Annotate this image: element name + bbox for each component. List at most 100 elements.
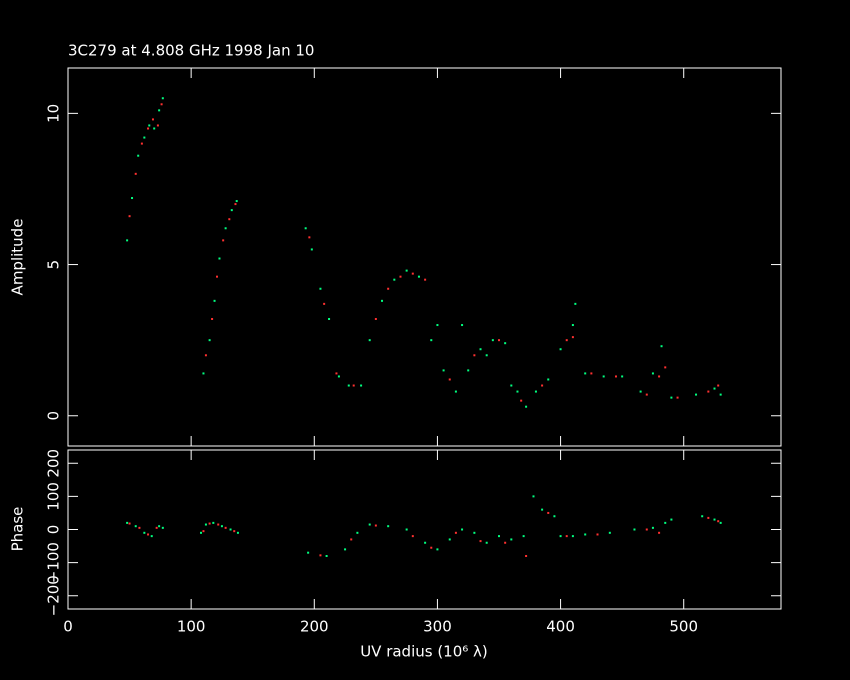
data-point (584, 533, 587, 536)
data-point (485, 354, 488, 357)
data-point (660, 345, 663, 348)
data-point (236, 531, 239, 534)
data-point (430, 546, 433, 549)
x-axis-label: UV radius (10⁶ λ) (360, 643, 488, 661)
data-point (158, 525, 161, 528)
data-point (230, 209, 233, 212)
data-point (664, 521, 667, 524)
data-point (405, 269, 408, 272)
y-axis-label: Amplitude (9, 219, 27, 296)
data-point (717, 520, 720, 523)
data-point (658, 531, 661, 534)
data-point (374, 317, 377, 320)
data-point (224, 227, 227, 230)
data-point (202, 530, 205, 533)
data-point (350, 538, 353, 541)
data-point (596, 533, 599, 536)
data-point (235, 200, 238, 203)
data-point (695, 393, 698, 396)
data-point (614, 375, 617, 378)
data-point (387, 525, 390, 528)
data-point (161, 97, 164, 100)
data-point (134, 525, 137, 528)
data-point (541, 508, 544, 511)
data-point (323, 302, 326, 305)
data-point (335, 372, 338, 375)
data-point (147, 127, 150, 130)
data-point (131, 197, 134, 200)
data-point (574, 302, 577, 305)
y-axis-label: Phase (9, 507, 27, 552)
data-point (156, 124, 159, 127)
y-tick-label: 0 (45, 411, 63, 421)
data-point (204, 354, 207, 357)
data-point (304, 227, 307, 230)
data-point (485, 541, 488, 544)
data-point (224, 526, 227, 529)
data-point (559, 348, 562, 351)
y-tick-label: 5 (45, 260, 63, 270)
data-point (220, 525, 223, 528)
data-point (719, 393, 722, 396)
data-point (430, 339, 433, 342)
data-point (308, 236, 311, 239)
data-point (504, 541, 507, 544)
data-point (571, 336, 574, 339)
data-point (461, 528, 464, 531)
data-point (719, 521, 722, 524)
data-point (381, 299, 384, 302)
data-point (525, 405, 528, 408)
data-point (405, 528, 408, 531)
y-tick-label: 200 (45, 449, 63, 478)
data-point (522, 535, 525, 538)
data-point (584, 372, 587, 375)
data-point (547, 511, 550, 514)
data-point (128, 215, 131, 218)
data-point (707, 516, 710, 519)
data-point (126, 521, 129, 524)
data-point (310, 248, 313, 251)
data-point (411, 272, 414, 275)
data-point (143, 136, 146, 139)
data-point (565, 339, 568, 342)
data-point (208, 522, 211, 525)
data-point (442, 369, 445, 372)
data-point (520, 399, 523, 402)
data-point (510, 538, 513, 541)
data-point (138, 526, 141, 529)
data-point (356, 531, 359, 534)
data-point (202, 372, 205, 375)
data-point (713, 518, 716, 521)
data-point (701, 515, 704, 518)
data-point (670, 518, 673, 521)
y-tick-label: 10 (45, 104, 63, 123)
plot-frame (67, 67, 782, 447)
data-point (150, 535, 153, 538)
data-point (417, 275, 420, 278)
data-point (213, 299, 216, 302)
data-point (424, 541, 427, 544)
data-point (387, 287, 390, 290)
data-point (651, 526, 654, 529)
data-point (134, 172, 137, 175)
data-point (553, 515, 556, 518)
data-point (707, 390, 710, 393)
data-point (160, 103, 163, 106)
data-point (319, 287, 322, 290)
data-point (571, 535, 574, 538)
data-point (204, 523, 207, 526)
x-tick-label: 400 (546, 618, 575, 636)
data-point (325, 555, 328, 557)
data-point (504, 342, 507, 345)
data-point (491, 339, 494, 342)
data-point (368, 523, 371, 526)
data-point (717, 384, 720, 387)
data-point (229, 528, 232, 531)
data-point (374, 524, 377, 527)
data-point (143, 531, 146, 534)
data-point (510, 384, 513, 387)
data-point (602, 375, 605, 378)
data-point (525, 555, 528, 557)
data-point (218, 257, 221, 260)
